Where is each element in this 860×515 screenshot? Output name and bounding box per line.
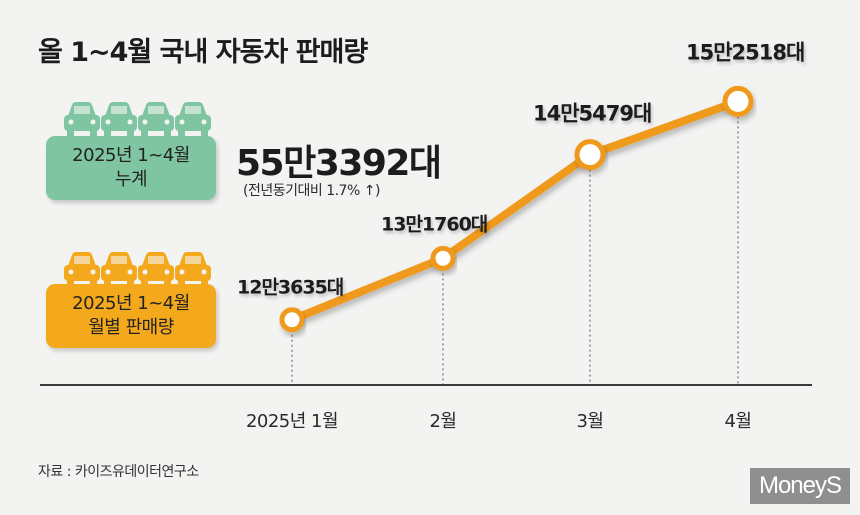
cumulative-total: 55만3392대 — [236, 143, 442, 184]
x-tick-label: 2025년 1월 — [246, 411, 338, 432]
source-note: 자료 : 카이즈유데이터연구소 — [38, 464, 199, 480]
data-point — [574, 139, 606, 171]
cumulative-label-line2: 누계 — [114, 169, 148, 190]
monthly-label-line1: 2025년 1~4월 — [72, 293, 190, 314]
series-line — [288, 97, 742, 324]
data-label: 14만5479대 — [533, 102, 651, 126]
cumulative-badge: 2025년 1~4월 누계 — [46, 136, 216, 200]
yoy-change: (전년동기대비 1.7% ↑) — [243, 183, 380, 199]
car-icon — [138, 102, 174, 138]
chart-title: 올 1~4월 국내 자동차 판매량 — [38, 37, 368, 68]
x-tick-label: 2월 — [429, 411, 456, 432]
data-point — [430, 245, 456, 271]
x-tick-label: 4월 — [724, 411, 751, 432]
monthly-label-line2: 월별 판매량 — [88, 317, 174, 338]
data-label: 12만3635대 — [237, 277, 343, 299]
car-icon — [64, 102, 100, 138]
monthly-badge: 2025년 1~4월 월별 판매량 — [46, 284, 216, 348]
green-cars-group — [64, 102, 211, 138]
moneys-logo: MoneyS — [750, 468, 850, 504]
cumulative-label-line1: 2025년 1~4월 — [72, 145, 190, 166]
data-label: 15만2518대 — [686, 40, 804, 64]
car-icon — [138, 252, 174, 288]
data-label: 13만1760대 — [381, 213, 487, 235]
data-point — [722, 85, 754, 117]
data-point — [279, 307, 305, 333]
x-tick-label: 3월 — [576, 411, 603, 432]
car-icon — [175, 252, 211, 288]
car-icon — [101, 102, 137, 138]
car-icon — [175, 102, 211, 138]
